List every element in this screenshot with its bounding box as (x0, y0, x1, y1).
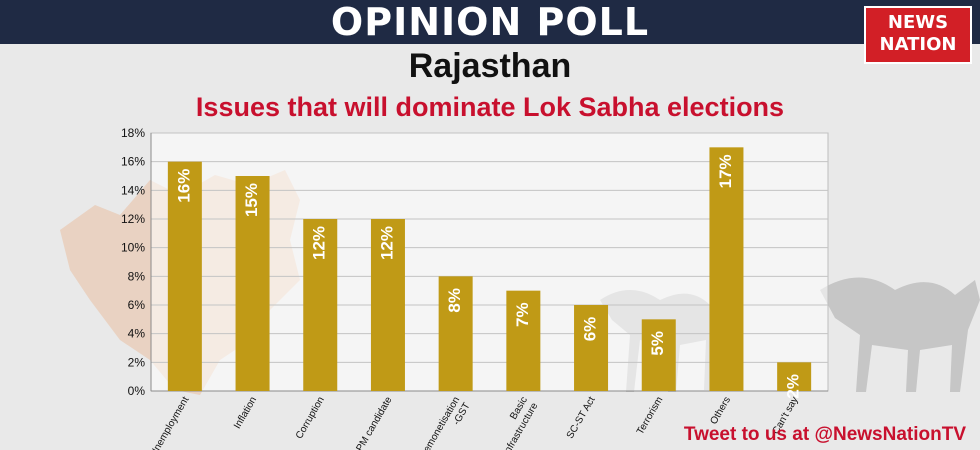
bar-value-label: 7% (513, 302, 532, 327)
bar-value-label: 5% (648, 331, 667, 356)
x-category-label: Terrorism (635, 395, 665, 437)
bar (574, 305, 609, 391)
tweet-footer: Tweet to us at @NewsNationTV (683, 424, 966, 445)
y-tick-label: 18% (121, 126, 145, 140)
bar (370, 219, 405, 391)
bar (438, 276, 473, 391)
x-category-label: Others (709, 395, 734, 426)
page-title: OPINION POLL (330, 0, 650, 44)
x-category-label: Basicinfrastructure (491, 395, 540, 450)
bar (303, 219, 338, 391)
x-category-label-line: Unemployment (148, 395, 191, 450)
y-tick-label: 10% (121, 241, 145, 255)
header-bar: OPINION POLL (0, 0, 980, 44)
y-tick-label: 0% (128, 384, 146, 398)
bar-value-label: 16% (174, 169, 193, 203)
y-tick-label: 14% (121, 183, 145, 197)
bar (777, 362, 812, 391)
bar-value-label: 12% (310, 226, 329, 260)
x-category-label-line: Others (709, 395, 734, 426)
bar (709, 147, 744, 391)
x-category-label-line: Corruption (294, 395, 327, 441)
x-category-label-line: Inflation (232, 395, 259, 431)
bar-value-label: 17% (716, 154, 735, 188)
y-tick-label: 12% (121, 212, 145, 226)
y-tick-label: 16% (121, 155, 145, 169)
chart-title: Issues that will dominate Lok Sabha elec… (195, 92, 785, 122)
bar-value-label: 2% (784, 374, 803, 399)
bar-value-label: 15% (242, 183, 261, 217)
region-subtitle: Rajasthan (408, 47, 572, 85)
bar-value-label: 8% (445, 288, 464, 313)
y-tick-label: 6% (128, 298, 146, 312)
x-category-label: PM candidate (354, 395, 394, 450)
bar (506, 290, 541, 391)
x-category-label-line: SC-ST Act (565, 395, 598, 441)
bar (641, 319, 676, 391)
y-tick-label: 2% (128, 355, 146, 369)
logo-line-2: NATION (879, 34, 957, 55)
x-category-label-line: Terrorism (635, 395, 665, 437)
x-category-label-line: PM candidate (354, 395, 394, 450)
bar (167, 161, 202, 391)
y-tick-label: 4% (128, 327, 146, 341)
x-category-label: Unemployment (148, 395, 191, 450)
y-tick-label: 8% (128, 269, 146, 283)
bar-value-label: 6% (581, 317, 600, 342)
x-category-label: Corruption (294, 395, 327, 441)
x-category-label: SC-ST Act (565, 395, 598, 441)
x-category-label: Inflation (232, 395, 259, 431)
x-category-label: Demonetisation-GST (418, 395, 473, 450)
logo-line-1: NEWS (887, 12, 949, 33)
news-nation-logo: NEWS NATION (864, 6, 972, 64)
bar (235, 176, 270, 391)
bar-value-label: 12% (377, 226, 396, 260)
